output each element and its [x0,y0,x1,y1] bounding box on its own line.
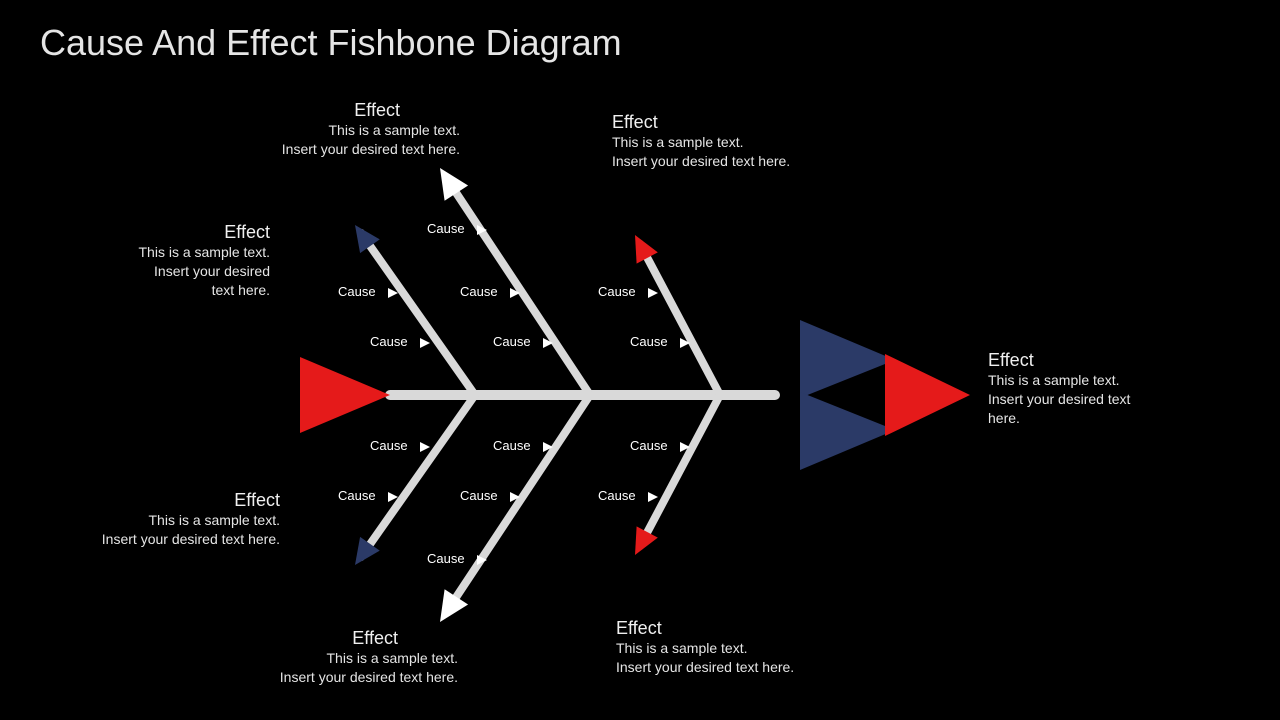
effect-body: text here. [10,281,270,300]
effect-title: Effect [148,628,458,649]
bone-top-right [640,244,720,395]
effect-body: here. [988,409,1218,428]
bone-arrow-bottom-right [624,526,657,560]
head-navy-bottom [800,392,895,470]
effect-bottom-middle: Effect This is a sample text. Insert you… [148,628,458,687]
cause-label: Cause [598,488,636,503]
bone-arrow-top-right [624,229,657,263]
cause-label: Cause [598,284,636,299]
head-red [885,354,970,436]
effect-body: Insert your desired text here. [20,530,280,549]
bone-top-left [361,233,475,395]
effect-body: Insert your desired [10,262,270,281]
cause-label: Cause [338,488,376,503]
cause-label: Cause [630,438,668,453]
effect-body: This is a sample text. [988,371,1218,390]
effect-body: This is a sample text. [616,639,916,658]
cause-label: Cause [370,438,408,453]
effect-title: Effect [988,350,1218,371]
cause-label: Cause [427,221,465,236]
effect-body: Insert your desired text [988,390,1218,409]
cause-label: Cause [630,334,668,349]
cause-label: Cause [460,284,498,299]
effect-title: Effect [20,490,280,511]
effect-title: Effect [10,222,270,243]
effect-head: Effect This is a sample text. Insert you… [988,350,1218,428]
cause-label: Cause [493,334,531,349]
effect-top-right: Effect This is a sample text. Insert you… [612,112,912,171]
effect-body: Insert your desired text here. [612,152,912,171]
bone-bottom-right [640,395,720,546]
cause-label: Cause [427,551,465,566]
tail-triangle [300,357,390,433]
head-navy-top [800,320,895,398]
effect-bottom-left: Effect This is a sample text. Insert you… [20,490,280,549]
effect-top-left: Effect This is a sample text. Insert you… [10,222,270,300]
effect-title: Effect [612,112,912,133]
cause-label: Cause [338,284,376,299]
effect-body: This is a sample text. [150,121,460,140]
effect-body: Insert your desired text here. [150,140,460,159]
cause-label: Cause [460,488,498,503]
effect-bottom-right: Effect This is a sample text. Insert you… [616,618,916,677]
effect-body: Insert your desired text here. [616,658,916,677]
effect-body: This is a sample text. [148,649,458,668]
effect-title: Effect [150,100,460,121]
effect-title: Effect [616,618,916,639]
cause-label: Cause [370,334,408,349]
cause-label: Cause [493,438,531,453]
effect-body: Insert your desired text here. [148,668,458,687]
bone-bottom-left [361,395,475,557]
effect-body: This is a sample text. [20,511,280,530]
effect-top-middle: Effect This is a sample text. Insert you… [150,100,460,159]
bone-bottom-middle [447,395,590,611]
effect-body: This is a sample text. [10,243,270,262]
effect-body: This is a sample text. [612,133,912,152]
